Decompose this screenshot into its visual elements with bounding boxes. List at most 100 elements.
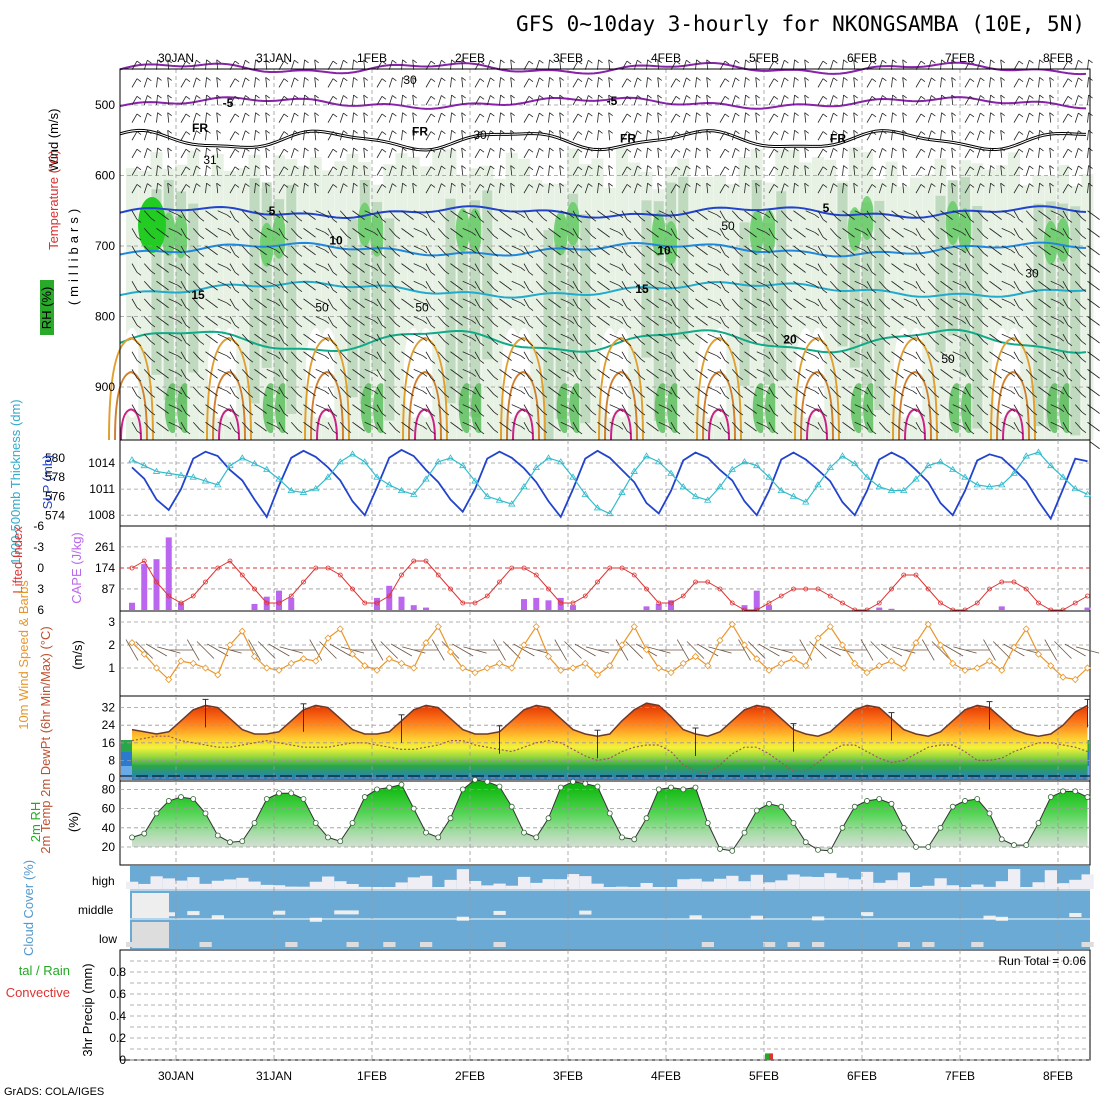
wind10m-point — [483, 664, 491, 672]
wind-barb-flag — [136, 254, 142, 258]
wind-barb-flag — [822, 166, 828, 171]
wind-barb — [903, 210, 914, 216]
wind-barb-flag — [948, 374, 953, 379]
wind-barb-flag — [444, 270, 450, 275]
wind-barb — [866, 369, 873, 379]
wind-barb-flag — [1067, 360, 1073, 364]
wind-barb — [793, 165, 795, 176]
wind-barb — [315, 245, 326, 251]
thickness-point — [544, 454, 553, 461]
wind-barb — [376, 281, 383, 291]
wind-barb — [584, 421, 593, 430]
thickness-point — [422, 475, 430, 482]
wind-barb — [376, 78, 383, 88]
cloud-high-bar — [763, 882, 776, 889]
wind-barb-flag — [1078, 130, 1083, 135]
wind-barb-flag — [948, 410, 953, 414]
wind-barb-flag — [997, 286, 1002, 291]
wind-barb — [584, 316, 593, 325]
wind-barb — [548, 165, 550, 176]
wind-barb-flag — [314, 147, 319, 152]
time-label-bottom: 5FEB — [749, 1069, 779, 1083]
wind-barb-flag — [346, 305, 352, 310]
wind-barb-flag — [177, 337, 183, 342]
wind-barb-flag — [773, 324, 779, 329]
wind-barb — [450, 130, 452, 141]
wind-barb-flag — [500, 147, 505, 152]
wind-barb-flag — [912, 425, 918, 430]
li-point — [411, 558, 417, 564]
wind-barb — [1050, 245, 1061, 251]
wind-barb-flag — [304, 59, 309, 64]
run-total: Run Total = 0.06 — [998, 954, 1086, 968]
wind-barb — [131, 281, 138, 291]
wind-barb-flag — [1032, 394, 1038, 398]
wind-barb — [682, 210, 691, 219]
wind-barb-flag — [1018, 60, 1024, 65]
wind-barb-flag — [675, 113, 681, 118]
wind-barb — [805, 280, 816, 286]
wind-barb-flag — [833, 183, 838, 187]
rh-point — [374, 786, 380, 793]
wind-barb — [780, 77, 785, 88]
wind-barb-flag — [934, 235, 940, 240]
wind-barb-flag — [822, 78, 828, 83]
wind-barb-flag — [479, 113, 485, 118]
wind-barb-flag — [724, 78, 730, 83]
wind-barb-flag — [136, 78, 142, 83]
wind-barb — [229, 228, 236, 238]
wind-barb — [903, 316, 914, 321]
wind-barb-flag — [500, 77, 505, 81]
li-point — [631, 572, 637, 578]
wind-barb — [461, 59, 464, 70]
wind-barb-flag — [626, 271, 632, 276]
wind-barb-flag — [353, 77, 358, 81]
wind-barb — [548, 351, 557, 358]
wind-barb-flag — [1000, 147, 1005, 152]
wind-barb — [719, 149, 726, 159]
wind-barb-flag — [1018, 166, 1024, 171]
wind-barb-flag — [1018, 113, 1024, 118]
wind-barb — [192, 77, 197, 88]
wind-barb-flag — [245, 95, 250, 99]
wind-barb-flag — [479, 96, 485, 100]
wind-barb-flag — [598, 112, 603, 116]
wind-barb — [461, 165, 464, 176]
wind-barb-flag — [850, 216, 855, 220]
wind-barb — [1087, 228, 1096, 235]
wind-barb — [1038, 263, 1047, 270]
wind-barb — [327, 386, 334, 396]
wind-barb — [891, 95, 893, 106]
time-label-top: 8FEB — [1043, 51, 1073, 65]
wind-barb-flag — [969, 60, 975, 65]
wind-barb-flag — [920, 166, 926, 171]
thickness-point — [128, 456, 136, 463]
precip-panel: 0.80.60.40.20 Run Total = 0.06 tal / Rai… — [6, 949, 1091, 1067]
wind-barb — [1025, 351, 1034, 360]
wind-barb-flag — [804, 165, 809, 169]
wind-barb — [131, 333, 138, 343]
wind-barb-flag — [461, 112, 466, 116]
wind-barb-flag — [675, 324, 681, 329]
wind-barb-flag — [542, 358, 548, 363]
wind-barb — [842, 333, 851, 341]
wind-barb-flag — [882, 95, 887, 99]
wind-barb — [902, 112, 905, 123]
wind-barb-flag — [706, 129, 711, 134]
wind-barb-flag — [724, 184, 730, 188]
wind-barb — [499, 210, 508, 217]
wind10m-point — [777, 659, 785, 667]
wind-barb-flag — [902, 112, 907, 116]
wind-barb — [401, 369, 410, 376]
wind-barb — [290, 351, 299, 360]
wind-barb — [265, 77, 268, 88]
wind-barb-flag — [738, 411, 744, 416]
wind-barb — [180, 316, 187, 326]
wind-barb-flag — [863, 337, 869, 342]
wind-barb — [535, 280, 544, 289]
wind-barb-flag — [850, 286, 855, 291]
wind-barb — [706, 183, 709, 194]
wind-barb-flag — [283, 184, 289, 188]
